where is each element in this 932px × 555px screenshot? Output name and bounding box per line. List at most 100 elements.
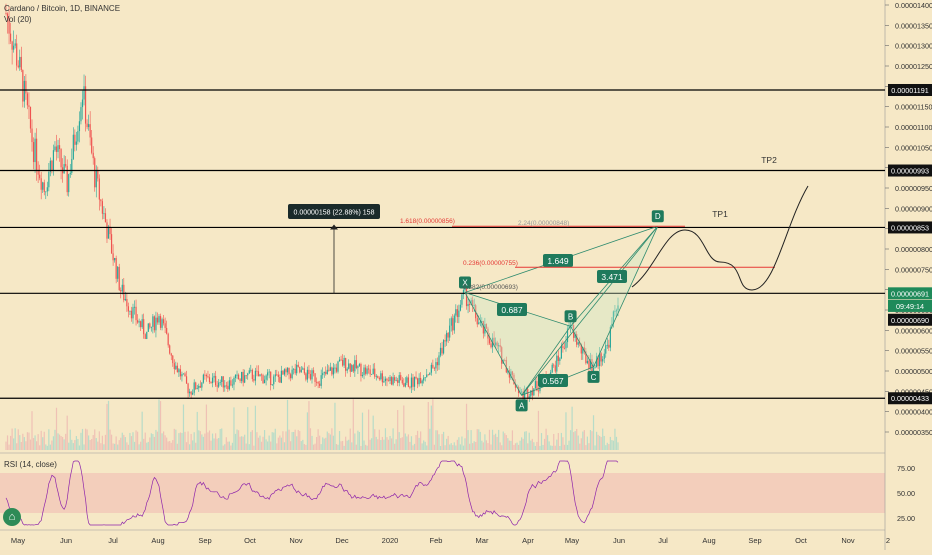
- candle-body: [202, 374, 204, 383]
- candle-body: [360, 364, 362, 377]
- volume-bar: [184, 431, 186, 450]
- candle-body: [556, 355, 558, 372]
- volume-bar: [37, 434, 39, 450]
- volume-bar: [470, 430, 472, 450]
- candle-body: [219, 381, 221, 383]
- volume-bar: [403, 405, 405, 450]
- volume-bar: [52, 436, 55, 450]
- volume-bar: [458, 437, 460, 450]
- volume-bar: [528, 432, 530, 450]
- volume-bar: [245, 443, 247, 450]
- volume-legend[interactable]: Vol (20): [4, 15, 32, 24]
- candle-body: [291, 369, 293, 379]
- volume-bar: [75, 436, 77, 450]
- volume-bar: [260, 441, 263, 450]
- volume-bar: [357, 430, 359, 450]
- candle-body: [156, 317, 159, 323]
- candle-body: [9, 33, 12, 42]
- target-label: TP2: [761, 155, 777, 165]
- volume-bar: [271, 432, 273, 450]
- time-tick-label: May: [11, 536, 25, 545]
- volume-bar: [228, 441, 230, 450]
- volume-bar: [439, 445, 442, 450]
- volume-bar: [573, 432, 575, 450]
- candle-body: [233, 377, 235, 385]
- candle-body: [81, 99, 84, 108]
- candle-body: [349, 363, 351, 372]
- candle-body: [566, 328, 569, 343]
- volume-bar: [306, 412, 309, 450]
- pattern-point-box: [651, 210, 664, 223]
- symbol-title[interactable]: Cardano / Bitcoin, 1D, BINANCE: [4, 4, 121, 13]
- candle-body: [74, 134, 76, 145]
- volume-bar: [80, 432, 82, 450]
- volume-bar: [42, 437, 44, 450]
- volume-bar: [455, 445, 457, 450]
- candle-body: [378, 378, 380, 380]
- candle-body: [394, 377, 396, 381]
- volume-bar: [524, 431, 526, 450]
- candle-body: [553, 364, 555, 366]
- volume-bar: [208, 430, 211, 450]
- candle-body: [397, 380, 399, 383]
- volume-bar: [574, 431, 576, 450]
- candle-body: [315, 381, 318, 383]
- volume-bar: [476, 429, 478, 450]
- volume-bar: [166, 437, 168, 450]
- volume-bar: [554, 445, 556, 450]
- volume-bar: [459, 444, 462, 450]
- price-label: 09:49:14: [896, 302, 924, 311]
- candle-body: [221, 376, 223, 382]
- candle-body: [410, 377, 413, 388]
- candle-body: [162, 319, 165, 324]
- volume-bar: [247, 407, 249, 450]
- candle-body: [351, 365, 353, 372]
- candle-body: [135, 306, 137, 321]
- candle-body: [352, 365, 354, 372]
- candle-body: [140, 321, 142, 328]
- candle-body: [300, 369, 302, 373]
- candle-body: [55, 146, 58, 152]
- candle-body: [325, 371, 327, 375]
- candle-body: [478, 322, 480, 325]
- candle-body: [582, 347, 584, 354]
- volume-bar: [345, 436, 347, 450]
- volume-bar: [222, 445, 224, 450]
- candle-body: [594, 367, 596, 369]
- pattern-edge: [521, 326, 571, 396]
- volume-bar: [429, 428, 431, 450]
- volume-bar: [124, 437, 126, 450]
- volume-bar: [273, 432, 275, 450]
- volume-bar: [326, 431, 328, 450]
- volume-bar: [237, 430, 240, 450]
- candle-body: [285, 369, 287, 373]
- volume-bar: [152, 434, 154, 450]
- candle-body: [424, 377, 426, 379]
- volume-bar: [368, 409, 370, 450]
- volume-bar: [487, 443, 489, 450]
- candle-body: [11, 41, 13, 50]
- candle-body: [164, 323, 166, 328]
- volume-bar: [293, 432, 295, 450]
- volume-bar: [525, 431, 527, 450]
- time-tick-label: Jul: [108, 536, 118, 545]
- volume-bar: [224, 444, 226, 450]
- price-label-box: [888, 313, 932, 326]
- volume-bar: [202, 436, 204, 450]
- price-tick-label: 0.00001400: [895, 1, 932, 10]
- volume-bar: [416, 430, 419, 450]
- volume-bar: [548, 441, 550, 450]
- candle-body: [586, 360, 588, 364]
- rsi-legend[interactable]: RSI (14, close): [4, 460, 57, 469]
- volume-bar: [32, 438, 35, 450]
- volume-bar: [407, 434, 409, 450]
- volume-bar: [485, 440, 488, 450]
- volume-bar: [14, 428, 16, 450]
- candle-body: [95, 170, 97, 188]
- candle-body: [446, 332, 448, 342]
- candle-body: [317, 382, 319, 384]
- candle-body: [429, 372, 431, 375]
- rsi-polyline: [5, 460, 619, 526]
- candle-body: [49, 160, 51, 172]
